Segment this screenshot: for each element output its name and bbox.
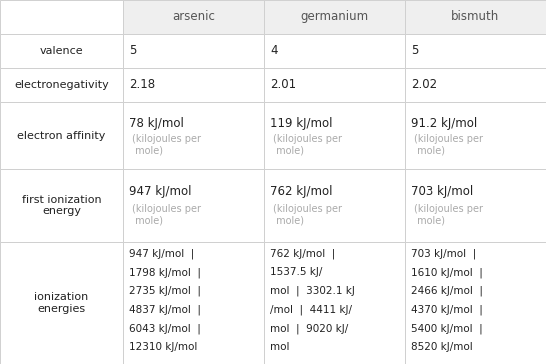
Text: 1610 kJ/mol  |: 1610 kJ/mol | xyxy=(411,267,483,278)
Text: (kilojoules per
 mole): (kilojoules per mole) xyxy=(414,134,483,156)
Text: electronegativity: electronegativity xyxy=(14,80,109,90)
Bar xyxy=(405,68,546,102)
Text: (kilojoules per
 mole): (kilojoules per mole) xyxy=(273,204,342,226)
Bar xyxy=(0,68,123,102)
Text: 78 kJ/mol: 78 kJ/mol xyxy=(129,117,185,130)
Text: 2.18: 2.18 xyxy=(129,78,156,91)
Text: mol  |  9020 kJ/: mol | 9020 kJ/ xyxy=(270,324,348,334)
Text: valence: valence xyxy=(40,46,83,56)
Text: 4: 4 xyxy=(270,44,278,58)
Text: 762 kJ/mol: 762 kJ/mol xyxy=(270,185,333,198)
Text: ionization
energies: ionization energies xyxy=(34,292,88,314)
Bar xyxy=(123,34,264,68)
Bar xyxy=(405,0,546,34)
Text: 2.02: 2.02 xyxy=(411,78,437,91)
Bar xyxy=(264,169,405,242)
Text: (kilojoules per
 mole): (kilojoules per mole) xyxy=(132,134,201,156)
Text: 4837 kJ/mol  |: 4837 kJ/mol | xyxy=(129,305,201,315)
Text: (kilojoules per
 mole): (kilojoules per mole) xyxy=(132,204,201,226)
Bar xyxy=(264,242,405,364)
Text: electron affinity: electron affinity xyxy=(17,131,105,141)
Text: 2.01: 2.01 xyxy=(270,78,296,91)
Text: 703 kJ/mol  |: 703 kJ/mol | xyxy=(411,248,477,259)
Text: 703 kJ/mol: 703 kJ/mol xyxy=(411,185,473,198)
Text: 119 kJ/mol: 119 kJ/mol xyxy=(270,117,333,130)
Text: 91.2 kJ/mol: 91.2 kJ/mol xyxy=(411,117,477,130)
Text: 12310 kJ/mol: 12310 kJ/mol xyxy=(129,343,198,352)
Bar xyxy=(264,0,405,34)
Text: 2466 kJ/mol  |: 2466 kJ/mol | xyxy=(411,286,483,296)
Text: (kilojoules per
 mole): (kilojoules per mole) xyxy=(414,204,483,226)
Text: 5: 5 xyxy=(411,44,419,58)
Bar xyxy=(405,169,546,242)
Bar xyxy=(405,102,546,169)
Bar xyxy=(405,242,546,364)
Text: bismuth: bismuth xyxy=(451,11,500,23)
Bar xyxy=(405,34,546,68)
Bar xyxy=(264,34,405,68)
Bar xyxy=(0,169,123,242)
Text: 4370 kJ/mol  |: 4370 kJ/mol | xyxy=(411,305,483,315)
Bar xyxy=(0,102,123,169)
Bar xyxy=(0,0,123,34)
Text: 8520 kJ/mol: 8520 kJ/mol xyxy=(411,343,473,352)
Text: 762 kJ/mol  |: 762 kJ/mol | xyxy=(270,248,336,259)
Bar xyxy=(123,169,264,242)
Text: germanium: germanium xyxy=(300,11,368,23)
Text: /mol  |  4411 kJ/: /mol | 4411 kJ/ xyxy=(270,305,352,315)
Text: 5: 5 xyxy=(129,44,137,58)
Text: 6043 kJ/mol  |: 6043 kJ/mol | xyxy=(129,324,201,334)
Bar xyxy=(123,242,264,364)
Text: (kilojoules per
 mole): (kilojoules per mole) xyxy=(273,134,342,156)
Text: 947 kJ/mol: 947 kJ/mol xyxy=(129,185,192,198)
Bar xyxy=(264,102,405,169)
Text: 947 kJ/mol  |: 947 kJ/mol | xyxy=(129,248,195,259)
Text: mol: mol xyxy=(270,343,290,352)
Bar xyxy=(0,34,123,68)
Text: mol  |  3302.1 kJ: mol | 3302.1 kJ xyxy=(270,286,355,296)
Bar xyxy=(0,242,123,364)
Text: first ionization
energy: first ionization energy xyxy=(22,195,101,216)
Text: arsenic: arsenic xyxy=(172,11,215,23)
Text: 2735 kJ/mol  |: 2735 kJ/mol | xyxy=(129,286,201,296)
Text: 1798 kJ/mol  |: 1798 kJ/mol | xyxy=(129,267,201,278)
Bar xyxy=(123,0,264,34)
Bar xyxy=(264,68,405,102)
Text: 5400 kJ/mol  |: 5400 kJ/mol | xyxy=(411,324,483,334)
Bar xyxy=(123,68,264,102)
Text: 1537.5 kJ/: 1537.5 kJ/ xyxy=(270,267,323,277)
Bar xyxy=(123,102,264,169)
